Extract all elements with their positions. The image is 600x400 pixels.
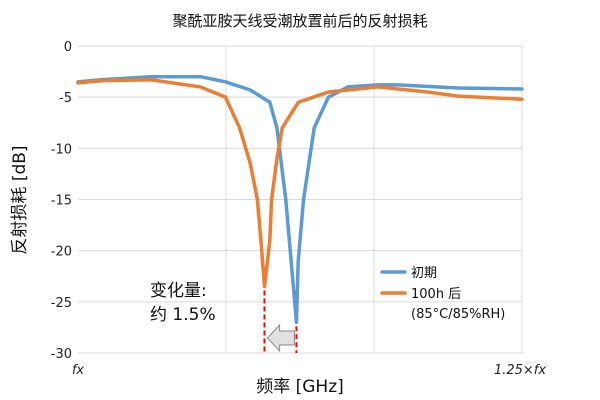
series-line-after (76, 78, 524, 289)
chart-title: 聚酰亚胺天线受潮放置前后的反射损耗 (172, 12, 427, 30)
y-ticks: 0 -5 -10 -15 -20 -25 -30 (51, 40, 72, 362)
legend-label-initial: 初期 (411, 266, 437, 281)
y-tick-label: -10 (51, 142, 72, 157)
annotation-line2: 约 1.5% (150, 305, 216, 325)
y-tick-label: -20 (51, 245, 72, 260)
shift-arrow-left-icon (266, 323, 295, 353)
x-axis-label: 频率 [GHz] (256, 377, 344, 397)
x-tick-label-start: fx (72, 363, 85, 378)
series-line-initial (76, 74, 524, 325)
y-tick-label: -25 (51, 296, 72, 311)
y-tick-label: -30 (51, 347, 72, 362)
series-group (76, 74, 524, 325)
legend: 初期 100h 后 (85°C/85%RH) (380, 266, 505, 322)
y-axis-label: 反射损耗 [dB] (10, 145, 30, 254)
legend-label-after: 100h 后 (411, 287, 461, 302)
annotation-line1: 变化量: (150, 281, 207, 301)
annotation: 变化量: 约 1.5% (150, 281, 298, 353)
y-tick-label: -15 (51, 194, 72, 209)
x-tick-label-end: 1.25×fx (494, 363, 546, 378)
legend-note: (85°C/85%RH) (411, 307, 505, 322)
y-tick-label: -5 (59, 91, 72, 106)
y-tick-label: 0 (64, 40, 72, 55)
